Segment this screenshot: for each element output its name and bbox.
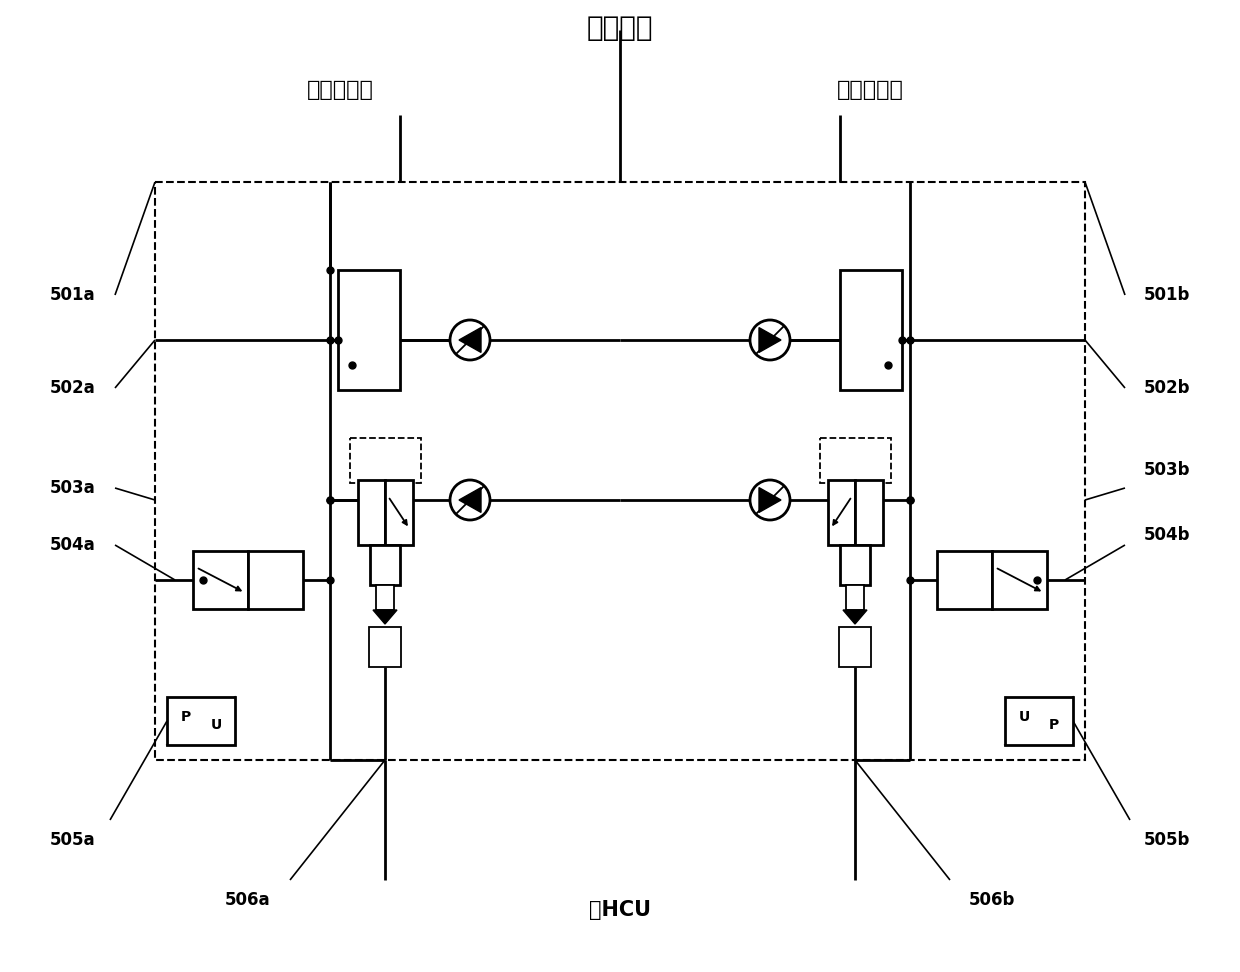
Text: 接储液罐: 接储液罐: [587, 14, 653, 42]
Text: U: U: [211, 718, 222, 732]
Bar: [846, 585, 864, 610]
Bar: [839, 627, 870, 667]
Bar: [1004, 697, 1073, 745]
Text: 503b: 503b: [1143, 461, 1190, 479]
Polygon shape: [373, 610, 397, 624]
Text: 503a: 503a: [50, 479, 95, 497]
Bar: [339, 270, 401, 390]
Text: P: P: [1049, 718, 1059, 732]
Text: 接主缸前腔: 接主缸前腔: [837, 80, 904, 100]
Bar: [384, 480, 413, 545]
Text: 接主缸后腔: 接主缸后腔: [306, 80, 373, 100]
Bar: [827, 480, 856, 545]
Text: 501b: 501b: [1143, 286, 1190, 304]
Polygon shape: [759, 488, 781, 512]
Polygon shape: [759, 328, 781, 353]
Bar: [370, 627, 401, 667]
Circle shape: [450, 480, 490, 520]
Bar: [193, 551, 248, 609]
Bar: [350, 438, 420, 483]
Bar: [155, 182, 1085, 760]
Bar: [937, 551, 992, 609]
Bar: [357, 480, 384, 545]
Bar: [376, 585, 394, 610]
Text: 502a: 502a: [50, 379, 95, 397]
Text: 504b: 504b: [1143, 526, 1190, 544]
Circle shape: [750, 320, 790, 360]
Polygon shape: [459, 328, 481, 353]
Text: 505a: 505a: [50, 831, 95, 849]
Text: 506a: 506a: [224, 891, 270, 909]
Bar: [839, 545, 870, 585]
Circle shape: [450, 320, 490, 360]
Text: 505b: 505b: [1143, 831, 1190, 849]
Text: 502b: 502b: [1143, 379, 1190, 397]
Bar: [248, 551, 303, 609]
Text: 501a: 501a: [50, 286, 95, 304]
Bar: [856, 480, 883, 545]
Bar: [167, 697, 236, 745]
Bar: [370, 545, 401, 585]
Text: 504a: 504a: [50, 536, 95, 554]
Polygon shape: [459, 488, 481, 512]
Bar: [839, 270, 901, 390]
Text: 接HCU: 接HCU: [589, 900, 651, 920]
Text: U: U: [1018, 711, 1029, 724]
Polygon shape: [843, 610, 867, 624]
Bar: [820, 438, 890, 483]
Bar: [992, 551, 1047, 609]
Text: P: P: [181, 711, 191, 724]
Text: 506b: 506b: [968, 891, 1016, 909]
Circle shape: [750, 480, 790, 520]
